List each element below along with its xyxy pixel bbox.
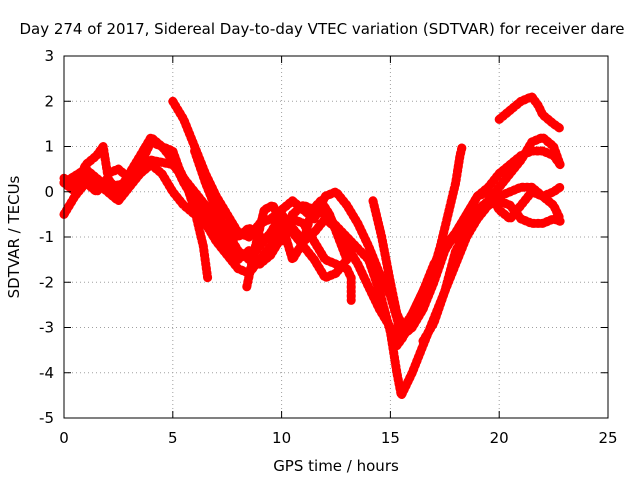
x-tick-label: 0 (59, 429, 69, 447)
series-markers (494, 92, 565, 133)
series-markers (368, 142, 467, 332)
series-markers (168, 96, 565, 342)
y-tick-label: 0 (44, 183, 54, 201)
x-tick-label: 5 (168, 429, 178, 447)
x-tick-label: 15 (381, 429, 400, 447)
y-tick-label: -4 (39, 364, 54, 382)
y-axis-label: SDTVAR / TECUs (5, 175, 23, 298)
y-tick-label: 2 (44, 92, 54, 110)
y-tick-label: -1 (39, 228, 54, 246)
series-markers (59, 155, 565, 400)
y-tick-label: -5 (39, 409, 54, 427)
chart-title: Day 274 of 2017, Sidereal Day-to-day VTE… (19, 20, 624, 38)
y-tick-label: 3 (44, 47, 54, 65)
x-tick-label: 25 (598, 429, 617, 447)
series-markers (440, 182, 565, 251)
y-tick-label: -2 (39, 273, 54, 291)
y-tick-labels: -5 -4 -3 -2 -1 0 1 2 3 (39, 47, 54, 427)
x-axis-label: GPS time / hours (273, 457, 399, 475)
axis-ticks (63, 55, 609, 419)
y-tick-label: -3 (39, 319, 54, 337)
x-tick-label: 20 (490, 429, 509, 447)
x-tick-label: 10 (272, 429, 291, 447)
series-layer (59, 92, 565, 400)
y-tick-label: 1 (44, 138, 54, 156)
x-tick-labels: 0 5 10 15 20 25 (59, 429, 617, 447)
